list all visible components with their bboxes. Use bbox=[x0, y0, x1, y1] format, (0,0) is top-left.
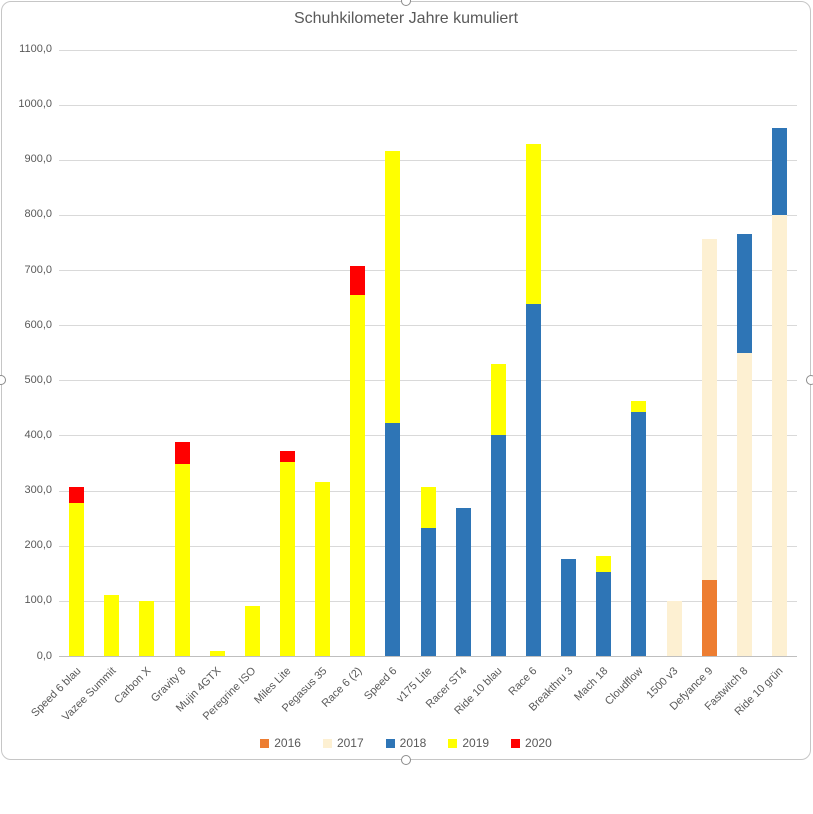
bar-segment-2019[interactable] bbox=[245, 606, 260, 657]
chart-legend: 2016 2017 2018 2019 2020 bbox=[2, 736, 810, 750]
bar-segment-2017[interactable] bbox=[667, 601, 682, 656]
legend-swatch-icon bbox=[386, 739, 395, 748]
bar-segment-2017[interactable] bbox=[702, 239, 717, 580]
legend-swatch-icon bbox=[511, 739, 520, 748]
bar-segment-2018[interactable] bbox=[456, 508, 471, 657]
bar-segment-2017[interactable] bbox=[772, 215, 787, 657]
bar-segment-2019[interactable] bbox=[315, 482, 330, 656]
bar-segment-2020[interactable] bbox=[175, 442, 190, 464]
y-axis-tick-label: 300,0 bbox=[4, 484, 52, 496]
bar-segment-2019[interactable] bbox=[526, 144, 541, 304]
bar-segment-2016[interactable] bbox=[702, 580, 717, 656]
legend-item-2020[interactable]: 2020 bbox=[511, 736, 552, 750]
bar-segment-2018[interactable] bbox=[772, 128, 787, 215]
gridline bbox=[59, 325, 797, 326]
bar-segment-2018[interactable] bbox=[491, 435, 506, 657]
selection-handle-right[interactable] bbox=[806, 375, 813, 385]
legend-label: 2019 bbox=[462, 736, 489, 750]
y-axis-tick-label: 0,0 bbox=[4, 650, 52, 662]
bar-segment-2019[interactable] bbox=[491, 364, 506, 435]
bar-segment-2019[interactable] bbox=[139, 601, 154, 656]
legend-label: 2018 bbox=[400, 736, 427, 750]
bar-segment-2019[interactable] bbox=[175, 464, 190, 657]
y-axis-tick-label: 1100,0 bbox=[4, 43, 52, 55]
gridline bbox=[59, 270, 797, 271]
bar-segment-2017[interactable] bbox=[737, 353, 752, 657]
y-axis-tick-label: 200,0 bbox=[4, 539, 52, 551]
bar-segment-2018[interactable] bbox=[385, 423, 400, 656]
legend-label: 2017 bbox=[337, 736, 364, 750]
legend-swatch-icon bbox=[448, 739, 457, 748]
legend-item-2016[interactable]: 2016 bbox=[260, 736, 301, 750]
bar-segment-2018[interactable] bbox=[561, 559, 576, 657]
bar-segment-2019[interactable] bbox=[385, 151, 400, 423]
legend-label: 2020 bbox=[525, 736, 552, 750]
bar-segment-2019[interactable] bbox=[280, 462, 295, 656]
chart-title: Schuhkilometer Jahre kumuliert bbox=[2, 10, 810, 28]
y-axis-tick-label: 900,0 bbox=[4, 153, 52, 165]
bar-segment-2019[interactable] bbox=[350, 295, 365, 657]
gridline bbox=[59, 160, 797, 161]
bar-segment-2020[interactable] bbox=[280, 451, 295, 462]
legend-item-2018[interactable]: 2018 bbox=[386, 736, 427, 750]
gridline bbox=[59, 215, 797, 216]
bar-segment-2018[interactable] bbox=[526, 304, 541, 656]
selection-handle-bottom[interactable] bbox=[401, 755, 411, 765]
gridline bbox=[59, 50, 797, 51]
bar-segment-2019[interactable] bbox=[210, 651, 225, 657]
legend-swatch-icon bbox=[323, 739, 332, 748]
bar-segment-2018[interactable] bbox=[596, 572, 611, 656]
legend-label: 2016 bbox=[274, 736, 301, 750]
gridline bbox=[59, 435, 797, 436]
bar-segment-2019[interactable] bbox=[69, 503, 84, 657]
legend-item-2017[interactable]: 2017 bbox=[323, 736, 364, 750]
bar-segment-2019[interactable] bbox=[596, 556, 611, 572]
gridline bbox=[59, 105, 797, 106]
y-axis-tick-label: 100,0 bbox=[4, 594, 52, 606]
bar-segment-2018[interactable] bbox=[737, 234, 752, 353]
legend-item-2019[interactable]: 2019 bbox=[448, 736, 489, 750]
excel-chart-object[interactable]: Schuhkilometer Jahre kumuliert 0,0 100,0 2… bbox=[1, 1, 811, 760]
bar-segment-2020[interactable] bbox=[350, 266, 365, 295]
y-axis-tick-label: 700,0 bbox=[4, 264, 52, 276]
y-axis-tick-label: 800,0 bbox=[4, 208, 52, 220]
bar-segment-2019[interactable] bbox=[631, 401, 646, 411]
bar-segment-2018[interactable] bbox=[421, 528, 436, 656]
bar-segment-2019[interactable] bbox=[421, 487, 436, 528]
bar-segment-2020[interactable] bbox=[69, 487, 84, 502]
y-axis-tick-label: 1000,0 bbox=[4, 98, 52, 110]
gridline bbox=[59, 380, 797, 381]
bar-segment-2018[interactable] bbox=[631, 412, 646, 657]
bar-segment-2019[interactable] bbox=[104, 595, 119, 657]
legend-swatch-icon bbox=[260, 739, 269, 748]
y-axis-tick-label: 400,0 bbox=[4, 429, 52, 441]
y-axis-tick-label: 500,0 bbox=[4, 374, 52, 386]
y-axis-tick-label: 600,0 bbox=[4, 319, 52, 331]
